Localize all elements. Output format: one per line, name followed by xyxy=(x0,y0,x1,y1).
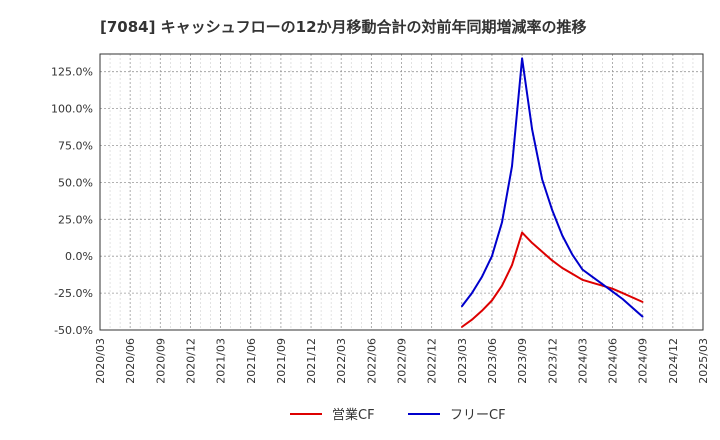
y-tick-label: 125.0% xyxy=(51,66,93,79)
plot-frame xyxy=(99,53,704,331)
data-point xyxy=(621,298,624,300)
data-point xyxy=(631,307,634,309)
legend: 営業CF フリーCF xyxy=(290,407,506,423)
legend-label: フリーCF xyxy=(450,408,506,423)
grid xyxy=(99,54,704,331)
data-point xyxy=(541,250,543,253)
data-point xyxy=(581,279,584,281)
x-tick-label: 2024/03 xyxy=(576,338,589,384)
data-point xyxy=(611,287,614,290)
data-point xyxy=(471,292,473,294)
x-tick-label: 2022/06 xyxy=(365,338,378,384)
data-point xyxy=(511,165,513,167)
y-tick-label: 50.0% xyxy=(58,176,93,189)
x-tick-label: 2024/06 xyxy=(607,338,620,384)
x-tick-label: 2022/03 xyxy=(335,338,348,384)
data-point xyxy=(611,290,614,293)
data-point xyxy=(561,234,564,237)
x-tick-label: 2021/12 xyxy=(305,338,318,384)
y-tick-label: 75.0% xyxy=(58,140,93,153)
data-point xyxy=(641,315,644,318)
data-point xyxy=(461,305,463,308)
data-point xyxy=(521,57,523,60)
x-tick-label: 2021/06 xyxy=(245,338,258,384)
x-tick-label: 2022/09 xyxy=(396,338,409,384)
x-tick-label: 2023/06 xyxy=(486,338,499,384)
data-point xyxy=(561,267,564,269)
data-point xyxy=(591,281,594,284)
axes: 125.0% 100.0% 75.0% 50.0% 25.0% 0.0% -25.0% -50… xyxy=(51,53,710,384)
x-tick-label: 2025/03 xyxy=(697,338,710,384)
x-tick-label: 2023/03 xyxy=(456,338,469,384)
data-point xyxy=(471,318,473,321)
legend-label: 営業CF xyxy=(332,407,375,423)
data-point xyxy=(631,296,634,299)
data-point xyxy=(501,284,503,287)
data-point xyxy=(551,209,554,212)
data-point xyxy=(511,264,513,266)
data-point xyxy=(581,268,584,271)
x-tick-label: 2020/06 xyxy=(124,338,137,384)
data-point xyxy=(491,299,493,302)
x-tick-label: 2020/12 xyxy=(184,338,197,384)
data-point xyxy=(541,178,543,181)
data-point xyxy=(621,292,624,294)
data-point xyxy=(501,221,503,224)
chart-title: [7084] キャッシュフローの12か月移動合計の対前年同期増減率の推移 xyxy=(100,18,587,36)
data-point xyxy=(641,301,644,303)
y-tick-label: -25.0% xyxy=(54,287,93,300)
data-point xyxy=(461,326,463,328)
data-point xyxy=(551,259,554,262)
x-tick-label: 2020/03 xyxy=(94,338,107,384)
data-point xyxy=(601,283,604,286)
data-point xyxy=(521,231,523,234)
data-point xyxy=(491,255,493,258)
data-point xyxy=(591,276,594,278)
x-tick-label: 2024/09 xyxy=(637,338,650,384)
series-lines xyxy=(461,57,644,328)
x-tick-label: 2024/12 xyxy=(667,338,680,384)
x-tick-label: 2021/09 xyxy=(275,338,288,384)
x-tick-label: 2022/12 xyxy=(426,338,439,384)
x-tick-label: 2023/12 xyxy=(546,338,559,384)
y-tick-label: 25.0% xyxy=(58,213,93,226)
x-tick-label: 2023/09 xyxy=(516,338,529,384)
y-tick-label: 0.0% xyxy=(65,250,93,263)
data-point xyxy=(571,253,574,256)
data-point xyxy=(481,276,483,278)
y-tick-label: -50.0% xyxy=(54,324,93,337)
data-point xyxy=(531,242,533,244)
data-point xyxy=(571,273,574,275)
data-point xyxy=(481,310,483,312)
x-tick-label: 2020/09 xyxy=(154,338,167,384)
y-tick-label: 100.0% xyxy=(51,103,93,116)
x-tick-label: 2021/03 xyxy=(215,338,228,384)
data-point xyxy=(531,128,533,131)
